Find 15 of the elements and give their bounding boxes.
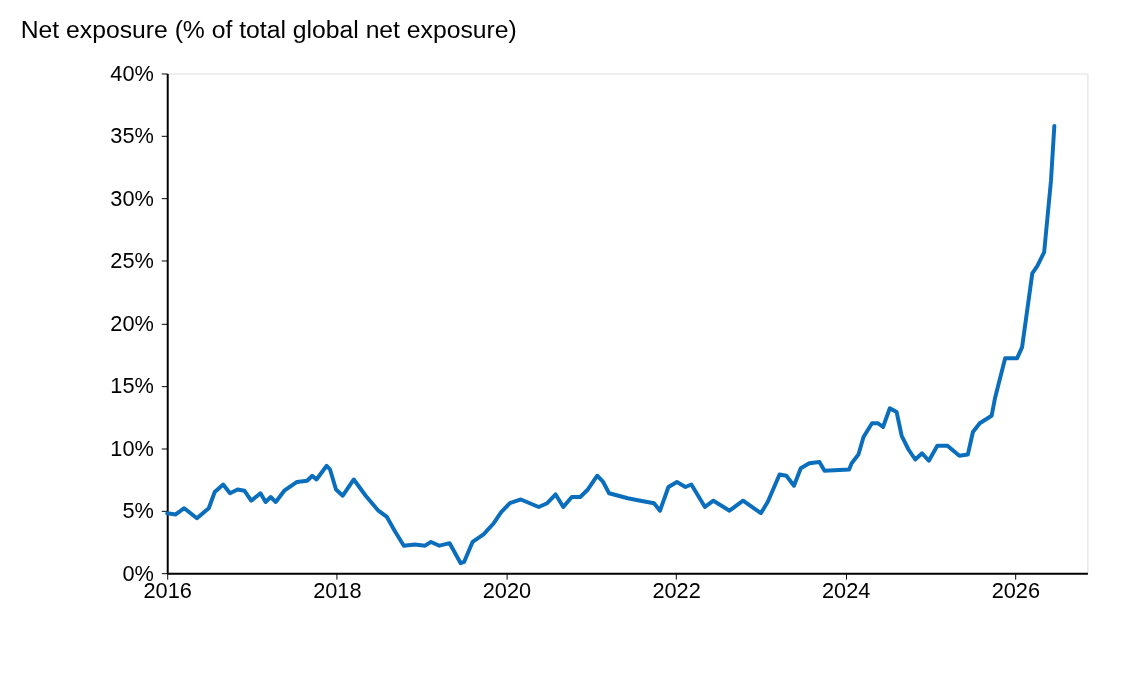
x-tick-label: 2022 [652, 578, 701, 604]
y-tick-label: 5% [122, 498, 154, 524]
x-tick-label: 2018 [313, 578, 362, 604]
y-tick-label: 35% [110, 123, 154, 149]
x-tick-label: 2024 [822, 578, 871, 604]
x-tick-label: 2026 [991, 578, 1041, 604]
y-tick-label: 15% [110, 373, 154, 399]
y-tick-label: 25% [110, 248, 154, 274]
line-series [165, 123, 1057, 566]
y-tick-label: 30% [110, 185, 154, 211]
y-tick-label: 20% [110, 310, 154, 336]
y-tick-label: 10% [110, 435, 154, 461]
chart-title: Net exposure (% of total global net exposure) [20, 15, 517, 43]
x-tick-label: 2020 [482, 578, 532, 604]
y-tick-label: 40% [110, 60, 154, 86]
